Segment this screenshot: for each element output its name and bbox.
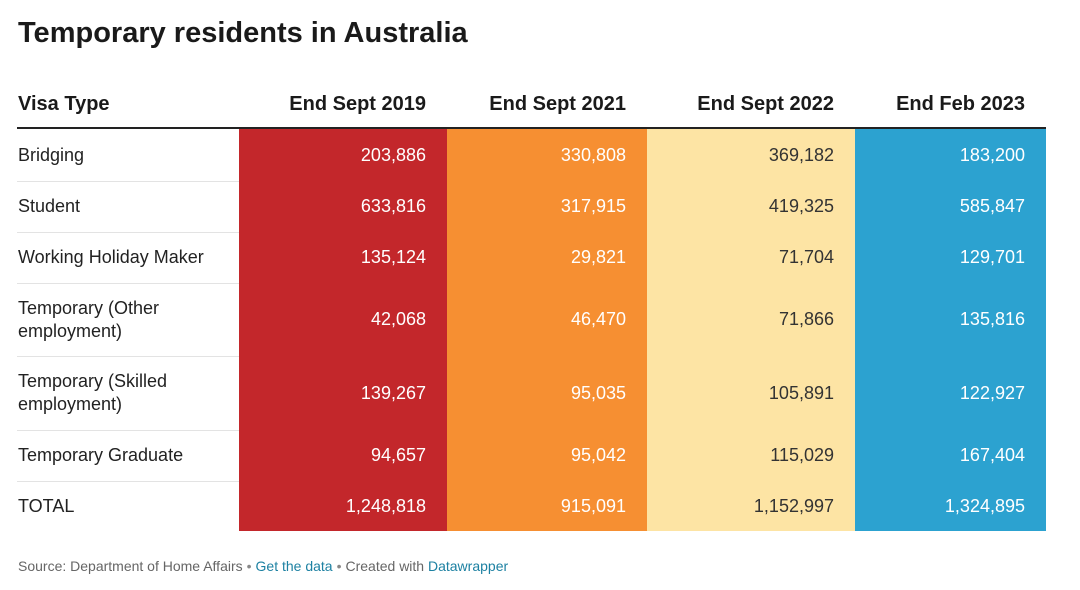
row-label: Bridging	[18, 144, 85, 165]
table-cell: 46,470	[570, 309, 626, 329]
table-cell: 1,248,818	[345, 495, 426, 516]
row-label: Working Holiday Maker	[18, 247, 204, 267]
table-cell: 135,816	[959, 309, 1025, 329]
table-cell: 122,927	[959, 382, 1025, 403]
table-cell: 29,821	[570, 247, 626, 267]
column-header: End Sept 2019	[289, 93, 426, 115]
get-the-data-link[interactable]: Get the data	[255, 558, 333, 574]
source-note: Source: Department of Home Affairs	[18, 558, 243, 574]
column-header: End Sept 2021	[489, 93, 626, 115]
table-cell: 71,704	[778, 247, 834, 267]
table-cell: 135,124	[360, 247, 426, 267]
row-divider	[17, 430, 239, 431]
table-cell: 129,701	[959, 247, 1025, 267]
table-cell: 1,152,997	[753, 495, 834, 516]
footer-separator: •	[246, 558, 252, 574]
chart-title: Temporary residents in Australia	[18, 17, 468, 49]
table-cell: 203,886	[360, 144, 426, 165]
table-cell: 95,035	[570, 382, 626, 403]
table-cell: 183,200	[959, 144, 1025, 165]
row-label: Temporary (Other employment)	[18, 297, 160, 341]
table-cell: 115,029	[770, 445, 834, 465]
table-cell: 330,808	[560, 144, 626, 165]
column-header: End Feb 2023	[896, 93, 1025, 115]
table-cell: 1,324,895	[944, 495, 1025, 516]
column-background	[447, 128, 647, 531]
column-background	[239, 128, 447, 531]
table-cell: 167,404	[959, 445, 1025, 465]
column-header: End Sept 2022	[697, 93, 834, 115]
column-header-visa-type: Visa Type	[18, 93, 110, 115]
table-cell: 419,325	[768, 196, 834, 216]
table-cell: 317,915	[560, 196, 626, 216]
column-background	[647, 128, 855, 531]
table-cell: 369,182	[768, 144, 834, 165]
table-cell: 94,657	[370, 445, 426, 465]
datawrapper-link[interactable]: Datawrapper	[427, 558, 509, 574]
row-divider	[17, 481, 239, 482]
table-cell: 71,866	[778, 309, 834, 329]
row-divider	[17, 181, 239, 182]
table-cell: 915,091	[560, 495, 626, 516]
row-divider	[17, 356, 239, 357]
table-cell: 633,816	[360, 196, 426, 216]
chart-footer: Source: Department of Home Affairs • Get t…	[18, 558, 508, 574]
column-background	[855, 128, 1046, 531]
row-label: Temporary (Skilled employment)	[18, 371, 168, 414]
footer-separator: •	[336, 558, 342, 574]
table-cell: 95,042	[570, 445, 626, 465]
table-cell: 105,891	[768, 382, 834, 403]
row-label: TOTAL	[18, 495, 75, 516]
table-cell: 585,847	[959, 196, 1025, 216]
table-cell: 42,068	[370, 309, 426, 329]
created-with-text: Created with	[345, 558, 425, 574]
table-cell: 139,267	[360, 382, 426, 403]
row-divider	[17, 283, 239, 284]
row-label: Student	[18, 196, 81, 216]
header-divider	[17, 127, 1046, 129]
row-label: Temporary Graduate	[18, 445, 184, 465]
row-divider	[17, 232, 239, 233]
